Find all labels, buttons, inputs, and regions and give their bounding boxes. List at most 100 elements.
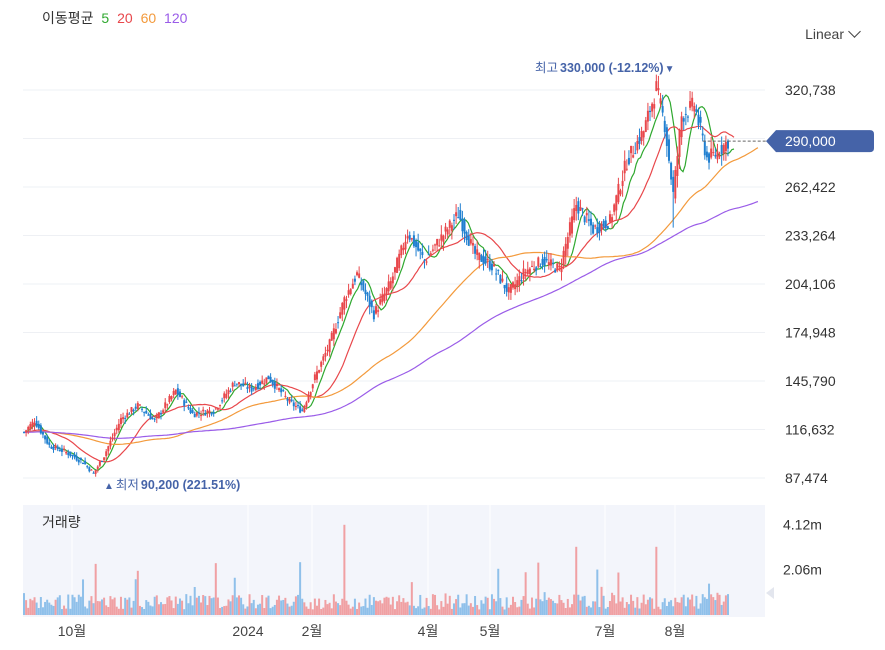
volume-bar [364,598,367,615]
volume-bar [535,598,538,615]
volume-bar [587,605,590,615]
candle-body [261,380,264,384]
candle-body [693,106,696,112]
volume-bar [141,607,144,615]
volume-bar [545,599,548,615]
volume-bar [160,602,163,615]
volume-bar [583,595,586,615]
volume-bar [181,600,184,615]
volume-bar [408,605,411,615]
candle-body [147,414,150,416]
candle-body [202,409,205,412]
candle-body [543,256,546,266]
candle-body [377,310,380,312]
candle-body [347,290,350,295]
candle-body [235,383,238,385]
candle-body [341,302,344,315]
volume-bar [299,562,302,615]
volume-bar [130,607,133,615]
volume-bar [58,595,61,615]
candle-body [244,382,247,384]
volume-bar [716,592,719,615]
volume-bar [360,606,363,615]
volume-bar [520,599,523,615]
candle-body [94,469,97,474]
candle-body [474,246,477,254]
candle-body [193,413,196,418]
candle-body [324,352,327,357]
volume-bar [301,598,304,615]
volume-bar [39,597,42,615]
volume-bar [602,595,605,615]
volume-bar [440,601,443,615]
candle-body [206,410,209,413]
candle-body [638,137,641,144]
candle-body [408,235,411,240]
volume-bar [646,599,649,615]
candle-body [636,141,639,151]
candle-body [286,398,289,401]
volume-bar [322,607,325,615]
volume-bar [554,603,557,615]
candle-body [429,253,432,255]
volume-bar [164,603,167,615]
volume-bar [75,601,78,615]
candle-body [421,251,424,256]
volume-bar [227,599,230,615]
volume-bar [111,599,114,615]
volume-bar [695,595,698,615]
candle-body [396,257,399,273]
candle-body [615,195,618,211]
volume-bar [92,603,95,615]
candle-body [461,218,464,232]
candle-body [649,110,652,113]
volume-bar [109,596,112,615]
candle-body [334,329,337,334]
candle-body [539,266,542,268]
candle-body [625,168,628,170]
candle-body [31,421,34,427]
volume-bar [474,595,477,615]
candle-body [157,412,160,419]
volume-bar [223,606,226,615]
volume-bar [178,598,181,615]
candle-body [305,402,308,407]
volume-bar [313,598,316,615]
volume-bar [124,597,127,615]
candle-body [476,249,479,255]
candle-body [303,406,306,412]
volume-bar [290,605,293,615]
candle-body [360,282,363,286]
candle-body [155,414,158,419]
candle-body [183,400,186,406]
candle-body [608,214,611,222]
volume-bar [710,594,713,615]
candle-body [389,281,392,289]
volume-bar [259,603,262,615]
volume-bar [642,594,645,615]
candle-body [467,235,470,246]
candle-body [710,148,713,158]
volume-bar [183,609,186,615]
price-axis: 320,738 262,422 233,264 204,106 174,948 145,7… [785,82,836,486]
candle-body [602,220,605,227]
volume-bar [231,595,234,615]
volume-bar [398,595,401,615]
candle-body [663,120,666,133]
candle-body [440,234,443,241]
time-tick-label: 2월 [302,623,323,639]
volume-bar [210,598,213,615]
candle-body [375,306,377,314]
candle-body [311,384,314,389]
scale-dropdown[interactable]: Linear [805,25,861,42]
volume-bar [448,595,451,615]
volume-bar [549,599,552,615]
chevron-down-icon [848,25,861,38]
volume-bar [280,600,283,615]
candle-body [444,226,447,232]
candle-body [153,418,156,420]
volume-bar [596,569,599,615]
candle-body [92,472,95,474]
